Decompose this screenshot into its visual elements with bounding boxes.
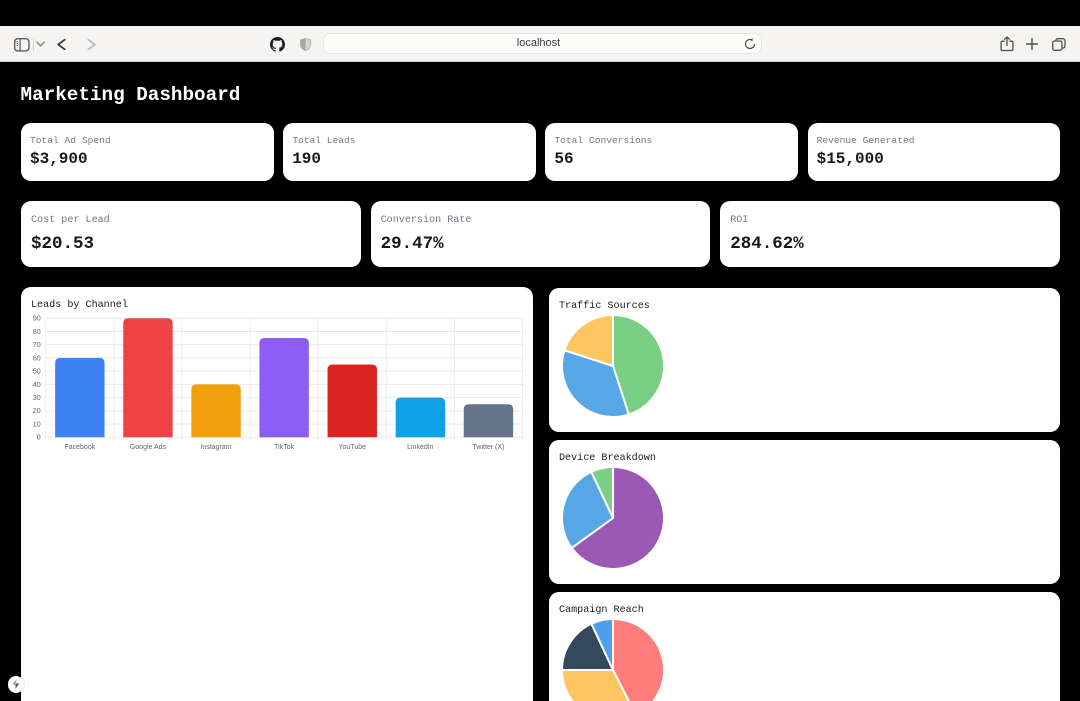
svg-text:10: 10 xyxy=(33,419,41,428)
svg-text:20: 20 xyxy=(33,406,41,415)
svg-text:0: 0 xyxy=(37,433,41,442)
svg-text:50: 50 xyxy=(33,367,41,376)
svg-text:80: 80 xyxy=(33,327,41,336)
svg-text:YouTube: YouTube xyxy=(338,444,366,451)
svg-text:30: 30 xyxy=(33,393,41,402)
svg-text:LinkedIn: LinkedIn xyxy=(407,444,434,451)
svg-text:90: 90 xyxy=(33,314,41,323)
svg-text:70: 70 xyxy=(33,340,41,349)
svg-text:Google Ads: Google Ads xyxy=(130,444,167,451)
svg-text:40: 40 xyxy=(33,380,41,389)
svg-text:Instagram: Instagram xyxy=(200,444,231,451)
svg-text:60: 60 xyxy=(33,353,41,362)
svg-text:Twitter (X): Twitter (X) xyxy=(473,444,505,451)
svg-text:TikTok: TikTok xyxy=(274,444,294,451)
svg-text:Facebook: Facebook xyxy=(64,444,95,451)
